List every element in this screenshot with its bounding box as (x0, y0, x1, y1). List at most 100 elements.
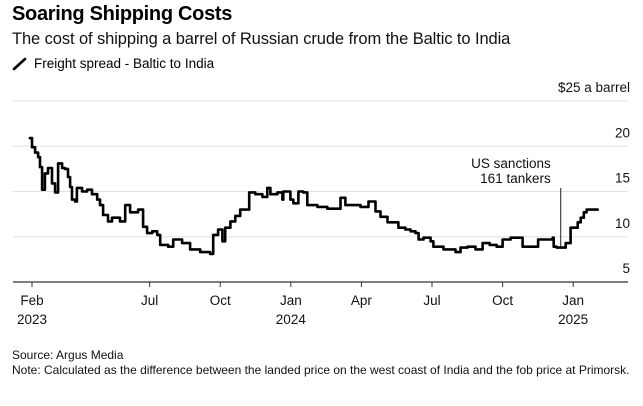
data-point (509, 236, 512, 239)
data-point (37, 156, 40, 159)
data-point (151, 230, 154, 233)
x-tick-label: Feb (20, 293, 43, 308)
chart-subtitle: The cost of shipping a barrel of Russian… (12, 30, 511, 48)
data-point (199, 251, 202, 254)
data-point (239, 208, 242, 211)
y-tick-label: $25 a barrel (558, 80, 630, 95)
data-point (47, 167, 49, 169)
data-point (51, 182, 53, 185)
data-point (276, 191, 279, 194)
data-point (41, 188, 44, 191)
data-point (39, 166, 41, 168)
data-point (474, 248, 477, 251)
data-point (582, 211, 585, 214)
data-point (593, 208, 596, 211)
data-point (209, 253, 212, 255)
y-tick-label: 10 (615, 216, 630, 231)
data-point (254, 193, 257, 196)
data-point (488, 243, 491, 246)
data-point (31, 146, 33, 149)
data-point (495, 245, 498, 248)
data-point (217, 228, 220, 231)
annotation-text: US sanctions (471, 156, 551, 171)
line-chart: $25 a barrel 20 15 10 5 Feb 2023 Jul Oct Jan 2024… (13, 80, 630, 327)
data-point (266, 186, 269, 189)
data-point (404, 228, 407, 231)
data-point (409, 230, 412, 233)
data-point (379, 215, 382, 218)
data-point (129, 211, 132, 214)
data-point (64, 167, 66, 170)
data-point (172, 238, 175, 241)
data-point (516, 236, 519, 239)
data-point (229, 220, 232, 223)
data-point (212, 234, 215, 236)
data-point (142, 225, 144, 228)
data-point (367, 200, 370, 203)
y-axis-labels: $25 a barrel 20 15 10 5 (558, 80, 630, 276)
data-point (316, 205, 319, 208)
data-point (442, 248, 445, 251)
data-point (119, 220, 121, 223)
x-axis: Feb 2023 Jul Oct Jan 2024 Apr Jul Oct Jan 2025 (17, 282, 588, 327)
data-point (429, 240, 432, 243)
data-point (596, 208, 599, 211)
data-point (306, 204, 309, 206)
data-point (67, 176, 69, 178)
data-point (159, 243, 162, 246)
data-point (459, 246, 462, 249)
data-point (76, 186, 78, 189)
data-point (57, 162, 60, 165)
data-point (394, 221, 397, 224)
legend-label: Freight spread - Baltic to India (34, 56, 215, 71)
data-point (269, 193, 272, 196)
data-point (564, 242, 567, 244)
data-point (111, 216, 113, 219)
data-point (292, 202, 295, 205)
data-point (386, 221, 389, 224)
series-group (28, 136, 599, 256)
data-point (189, 248, 192, 251)
data-point (86, 188, 88, 191)
data-point (359, 205, 362, 208)
note-text: Note: Calculated as the difference betwe… (12, 363, 630, 377)
annotation-text: 161 tankers (480, 171, 551, 186)
data-point (501, 238, 504, 241)
data-point (282, 190, 285, 193)
data-point (339, 196, 342, 199)
data-point (527, 245, 530, 248)
data-point (397, 226, 400, 229)
data-point (156, 234, 159, 236)
data-point (91, 193, 93, 196)
x-tick-label: Jul (141, 293, 158, 308)
data-point (542, 238, 544, 241)
data-point (124, 204, 127, 206)
data-point (551, 236, 554, 239)
data-point (137, 208, 140, 211)
data-point (297, 190, 300, 193)
data-point (167, 245, 170, 248)
x-tick-label: Jul (423, 293, 440, 308)
data-point (481, 242, 484, 244)
data-point (71, 198, 73, 201)
x-tick-year-label: 2023 (17, 312, 47, 327)
data-point (576, 221, 579, 224)
data-point (28, 137, 31, 140)
data-point (221, 240, 224, 243)
x-tick-year-label: 2025 (558, 312, 588, 327)
x-tick-label: Oct (210, 293, 231, 308)
data-point (422, 236, 425, 239)
data-point (99, 204, 101, 206)
data-point (234, 215, 237, 217)
data-point (289, 198, 292, 201)
y-tick-label: 15 (615, 171, 630, 186)
x-tick-label: Jan (280, 293, 302, 308)
data-point (466, 245, 469, 248)
data-point (44, 172, 46, 175)
data-point (81, 190, 84, 193)
data-point (146, 232, 148, 235)
data-point (552, 245, 555, 248)
data-point (326, 207, 329, 210)
data-point (555, 246, 558, 249)
